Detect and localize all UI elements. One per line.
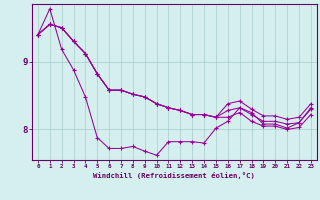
X-axis label: Windchill (Refroidissement éolien,°C): Windchill (Refroidissement éolien,°C) [93,172,255,179]
